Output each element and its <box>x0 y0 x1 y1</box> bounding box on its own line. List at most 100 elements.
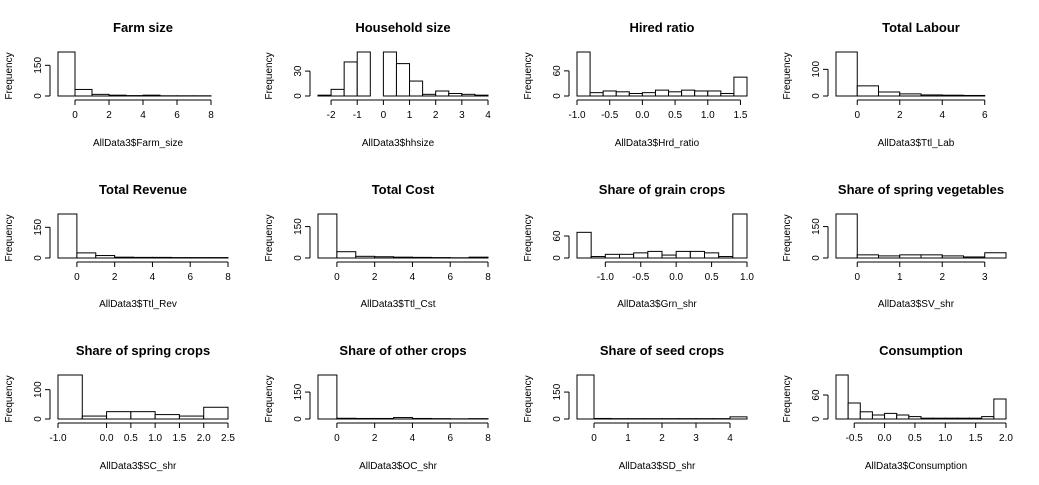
y-tick-label: 150 <box>33 219 44 236</box>
histogram-bar <box>984 252 1007 259</box>
y-tick-label: 30 <box>293 65 304 77</box>
histogram-bar <box>468 256 489 259</box>
x-tick-label: 0.0 <box>878 433 892 444</box>
histogram-bar <box>411 256 432 259</box>
x-tick-label: 6 <box>174 110 180 121</box>
histogram-bar <box>856 254 879 259</box>
histogram-bar <box>899 93 922 97</box>
y-tick-label: 150 <box>811 218 822 235</box>
x-axis-label: AllData3$SD_shr <box>619 461 696 472</box>
x-tick-label: 0 <box>334 272 340 283</box>
y-axis-label: Frequency <box>523 375 534 422</box>
x-tick-label: 2 <box>106 110 112 121</box>
histogram-bar <box>151 256 172 259</box>
histogram-panel-12: Consumption -0.5 0.0 0.5 1.0 1.5 2.0 0 60 Frequen… <box>782 343 1013 472</box>
histogram-bar <box>878 255 901 259</box>
histogram-bar <box>718 256 734 259</box>
x-axis-label: AllData3$Farm_size <box>93 138 183 149</box>
histogram-bar <box>963 94 986 97</box>
histogram-bar <box>590 256 606 259</box>
histogram-bar <box>835 51 858 97</box>
histogram-bar <box>382 51 397 97</box>
x-tick-label: 0.5 <box>124 433 138 444</box>
panel-title: Farm size <box>113 20 173 35</box>
y-axis-label: Frequency <box>264 214 275 261</box>
histogram-bar <box>336 417 357 420</box>
x-axis-label: AllData3$SV_shr <box>878 299 955 310</box>
x-tick-label: 6 <box>447 272 453 283</box>
histogram-bar <box>941 255 964 259</box>
y-tick-label: 150 <box>552 383 563 400</box>
x-tick-label: 2.5 <box>221 433 235 444</box>
histogram-bar <box>154 414 180 420</box>
histogram-bar <box>859 411 873 420</box>
x-tick-label: 1 <box>625 433 631 444</box>
x-tick-label: -2 <box>327 110 336 121</box>
panel-title: Share of grain crops <box>599 182 725 197</box>
histogram-bar <box>130 411 156 420</box>
histogram-bar <box>835 213 858 259</box>
x-tick-label: 8 <box>485 433 491 444</box>
x-tick-label: 4 <box>727 433 733 444</box>
x-tick-label: 0 <box>334 433 340 444</box>
histogram-bar <box>203 406 229 420</box>
histogram-bar <box>178 415 205 420</box>
x-tick-label: 1.0 <box>740 272 754 283</box>
histogram-bar <box>920 417 934 420</box>
histogram-bar <box>681 89 696 97</box>
x-tick-label: -0.5 <box>846 433 864 444</box>
panel-title: Total Revenue <box>99 182 187 197</box>
histogram-panel-10: Share of other crops 0 2 4 6 8 0 150 Frequency Al… <box>264 343 491 472</box>
histogram-bar <box>108 94 127 97</box>
x-tick-label: 2 <box>897 110 903 121</box>
histogram-bar <box>941 94 964 97</box>
histogram-bar <box>474 94 489 97</box>
panel-title: Share of spring crops <box>76 343 210 358</box>
x-tick-label: 2 <box>372 272 378 283</box>
histogram-bar <box>576 374 595 420</box>
x-tick-label: 2 <box>433 110 439 121</box>
histogram-bar <box>647 250 663 259</box>
histogram-bar <box>57 51 76 97</box>
x-tick-label: 4 <box>410 272 416 283</box>
histogram-bar <box>374 417 395 420</box>
histogram-bar <box>847 402 861 420</box>
histogram-panel-7: Share of grain crops -1.0 -0.5 0.0 0.5 1.0 0 60… <box>523 182 754 310</box>
y-tick-label: 150 <box>293 218 304 235</box>
histogram-bar <box>835 374 849 420</box>
histogram-bar <box>668 91 683 97</box>
histogram-bar <box>435 90 450 97</box>
x-tick-label: 0 <box>591 433 597 444</box>
x-tick-label: 6 <box>447 433 453 444</box>
x-tick-label: 1 <box>407 110 413 121</box>
histogram-bar <box>963 256 986 259</box>
x-tick-label: 0 <box>74 272 80 283</box>
histogram-panel-4: Total Labour 0 2 4 6 0 100 Frequency AllData3$Tt… <box>782 20 988 149</box>
histogram-bar <box>422 93 437 97</box>
x-axis-label: AllData3$Hrd_ratio <box>615 138 700 149</box>
x-axis-label: AllData3$OC_shr <box>359 461 437 472</box>
y-tick-label: 0 <box>293 93 304 99</box>
panel-title: Household size <box>355 20 450 35</box>
x-tick-label: -0.5 <box>601 110 619 121</box>
y-axis-label: Frequency <box>523 52 534 99</box>
x-tick-label: 0 <box>854 272 860 283</box>
y-tick-label: 0 <box>811 255 822 261</box>
histogram-bar <box>95 255 116 259</box>
panel-title: Hired ratio <box>629 20 694 35</box>
panel-title: Share of spring vegetables <box>838 182 1004 197</box>
histogram-panel-9: Share of spring crops -1.0 0.0 0.5 1.0 1.5 2.0… <box>4 343 235 472</box>
x-tick-label: 8 <box>485 272 491 283</box>
y-tick-label: 60 <box>552 230 563 242</box>
y-axis-label: Frequency <box>4 52 15 99</box>
x-axis-label: AllData3$hhsize <box>362 138 435 149</box>
histogram-bar <box>91 93 110 97</box>
histogram-bar <box>330 88 345 97</box>
histogram-bar <box>393 256 413 259</box>
y-tick-label: 0 <box>552 416 563 422</box>
histogram-bar <box>411 417 432 420</box>
histogram-bar <box>707 90 722 97</box>
x-tick-label: 4 <box>150 272 156 283</box>
histogram-bar <box>576 51 591 97</box>
histogram-bar <box>619 253 635 259</box>
